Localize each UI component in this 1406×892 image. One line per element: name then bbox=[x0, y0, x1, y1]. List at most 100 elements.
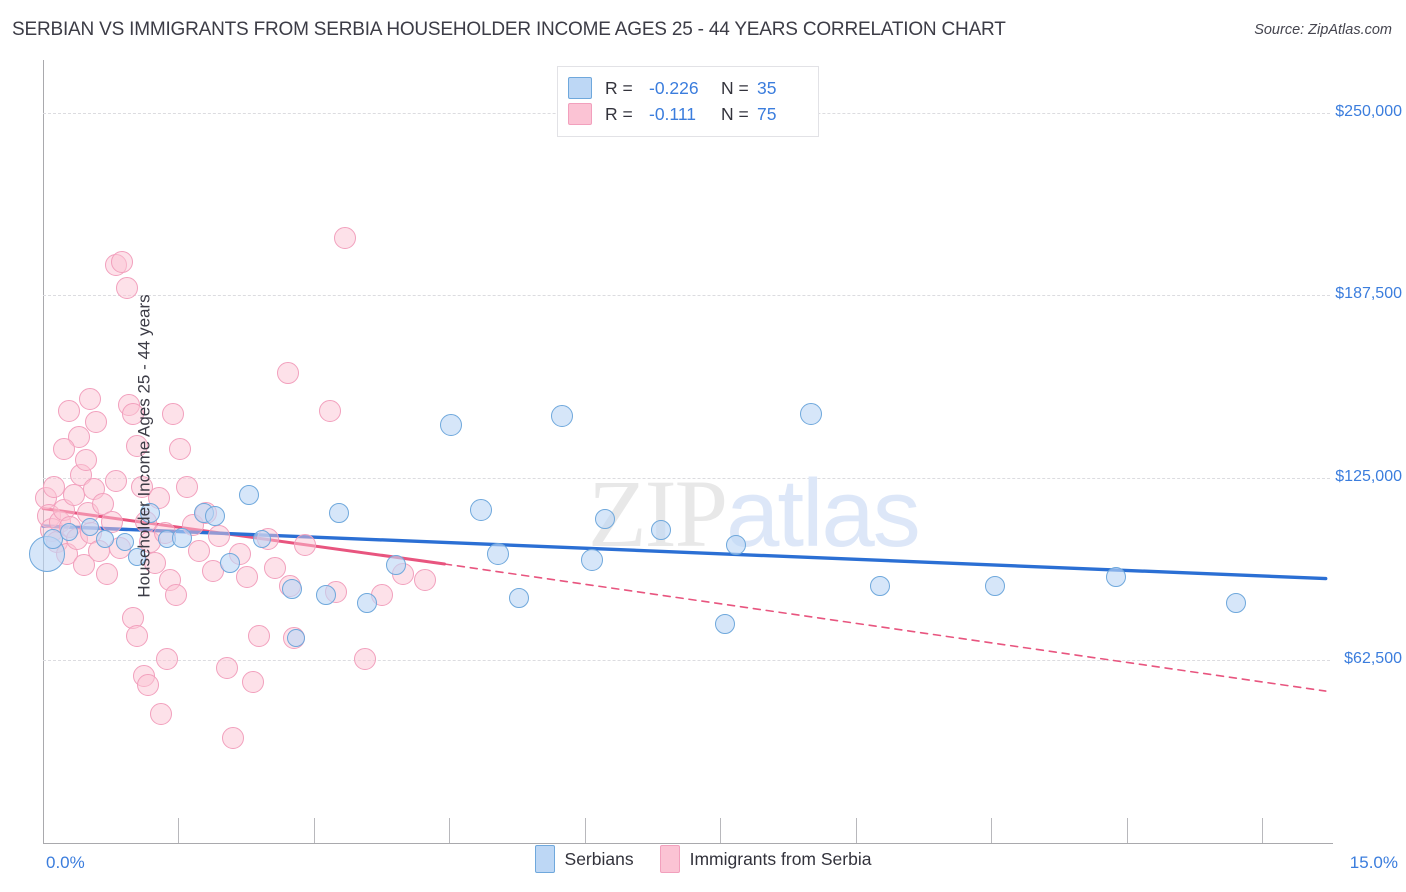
plot-area: ZIPatlas bbox=[29, 60, 1330, 843]
stats-color-swatch bbox=[568, 77, 592, 99]
scatter-point-immigrants[interactable] bbox=[150, 703, 173, 726]
scatter-point-immigrants[interactable] bbox=[126, 434, 149, 457]
scatter-point-serbians[interactable] bbox=[128, 547, 147, 566]
scatter-point-serbians[interactable] bbox=[799, 402, 822, 425]
gridline bbox=[43, 295, 1330, 297]
scatter-point-immigrants[interactable] bbox=[116, 276, 139, 299]
scatter-point-serbians[interactable] bbox=[985, 575, 1006, 596]
scatter-point-serbians[interactable] bbox=[281, 578, 302, 599]
scatter-point-serbians[interactable] bbox=[287, 629, 306, 648]
scatter-point-immigrants[interactable] bbox=[85, 411, 108, 434]
scatter-point-serbians[interactable] bbox=[171, 527, 192, 548]
scatter-point-serbians[interactable] bbox=[650, 520, 671, 541]
scatter-point-serbians[interactable] bbox=[140, 502, 161, 523]
scatter-point-immigrants[interactable] bbox=[236, 566, 259, 589]
scatter-point-immigrants[interactable] bbox=[263, 557, 286, 580]
scatter-point-serbians[interactable] bbox=[59, 522, 78, 541]
y-axis-tick-label: $62,500 bbox=[1344, 650, 1402, 668]
x-axis-tick bbox=[991, 818, 993, 843]
watermark-atlas: atlas bbox=[726, 460, 921, 567]
stats-text: R = -0.111 N = 75 bbox=[605, 104, 776, 125]
scatter-point-immigrants[interactable] bbox=[100, 510, 123, 533]
n-label: N = bbox=[721, 77, 749, 98]
stats-color-swatch bbox=[568, 103, 592, 125]
x-axis-line bbox=[43, 843, 1333, 844]
x-axis-tick bbox=[313, 818, 315, 843]
scatter-point-immigrants[interactable] bbox=[57, 399, 80, 422]
stats-row: R = -0.226 N = 35 bbox=[568, 75, 808, 101]
scatter-point-serbians[interactable] bbox=[469, 498, 492, 521]
scatter-point-serbians[interactable] bbox=[486, 542, 509, 565]
scatter-point-serbians[interactable] bbox=[329, 502, 349, 523]
scatter-point-immigrants[interactable] bbox=[176, 475, 199, 498]
scatter-point-serbians[interactable] bbox=[252, 530, 271, 549]
scatter-point-serbians[interactable] bbox=[715, 613, 736, 634]
scatter-point-serbians[interactable] bbox=[869, 575, 890, 596]
scatter-point-serbians[interactable] bbox=[115, 533, 134, 552]
r-value: -0.226 bbox=[649, 77, 699, 98]
scatter-point-immigrants[interactable] bbox=[248, 624, 271, 647]
scatter-point-serbians[interactable] bbox=[81, 518, 100, 537]
scatter-point-immigrants[interactable] bbox=[130, 475, 153, 498]
legend-color-swatch bbox=[659, 845, 680, 873]
r-label: R = bbox=[605, 77, 633, 98]
scatter-point-immigrants[interactable] bbox=[319, 399, 342, 422]
scatter-point-immigrants[interactable] bbox=[156, 647, 179, 670]
x-axis-min-label: 0.0% bbox=[46, 853, 85, 872]
x-axis-tick bbox=[720, 818, 722, 843]
scatter-point-immigrants[interactable] bbox=[293, 533, 316, 556]
scatter-point-immigrants[interactable] bbox=[74, 449, 97, 472]
scatter-point-serbians[interactable] bbox=[509, 587, 530, 608]
x-axis-tick bbox=[449, 818, 451, 843]
scatter-point-serbians[interactable] bbox=[386, 555, 407, 576]
scatter-point-immigrants[interactable] bbox=[169, 437, 192, 460]
y-axis-line bbox=[43, 60, 44, 843]
scatter-point-immigrants[interactable] bbox=[216, 656, 239, 679]
scatter-point-immigrants[interactable] bbox=[43, 475, 66, 498]
scatter-point-immigrants[interactable] bbox=[104, 469, 127, 492]
scatter-point-serbians[interactable] bbox=[1225, 593, 1246, 614]
x-axis-max-label: 15.0% bbox=[1349, 853, 1398, 872]
scatter-point-serbians[interactable] bbox=[551, 405, 574, 428]
y-axis-tick-label: $250,000 bbox=[1335, 102, 1402, 120]
scatter-point-immigrants[interactable] bbox=[188, 539, 211, 562]
correlation-stats-legend: R = -0.226 N = 35 R = -0.111 N = 75 bbox=[557, 66, 819, 137]
scatter-point-serbians[interactable] bbox=[95, 530, 114, 549]
scatter-point-serbians[interactable] bbox=[238, 485, 259, 506]
scatter-point-immigrants[interactable] bbox=[164, 583, 187, 606]
stats-row: R = -0.111 N = 75 bbox=[568, 101, 808, 127]
scatter-point-serbians[interactable] bbox=[316, 584, 337, 605]
scatter-point-immigrants[interactable] bbox=[126, 624, 149, 647]
scatter-point-serbians[interactable] bbox=[581, 548, 604, 571]
source-attribution: Source: ZipAtlas.com bbox=[1254, 22, 1392, 38]
scatter-point-immigrants[interactable] bbox=[242, 671, 265, 694]
scatter-point-immigrants[interactable] bbox=[222, 726, 245, 749]
scatter-point-serbians[interactable] bbox=[204, 505, 225, 526]
scatter-point-immigrants[interactable] bbox=[207, 525, 230, 548]
scatter-point-serbians[interactable] bbox=[220, 552, 241, 573]
scatter-point-immigrants[interactable] bbox=[334, 227, 357, 250]
legend-entry-immigrants[interactable]: Immigrants from Serbia bbox=[659, 845, 872, 873]
scatter-point-immigrants[interactable] bbox=[73, 554, 96, 577]
scatter-point-immigrants[interactable] bbox=[79, 387, 102, 410]
scatter-point-serbians[interactable] bbox=[1105, 567, 1126, 588]
scatter-point-immigrants[interactable] bbox=[136, 674, 159, 697]
scatter-point-immigrants[interactable] bbox=[276, 361, 299, 384]
scatter-point-serbians[interactable] bbox=[357, 593, 378, 614]
scatter-point-serbians[interactable] bbox=[726, 534, 747, 555]
scatter-point-serbians[interactable] bbox=[594, 508, 615, 529]
scatter-point-immigrants[interactable] bbox=[353, 647, 376, 670]
r-value: -0.111 bbox=[649, 103, 697, 124]
stats-text: R = -0.226 N = 35 bbox=[605, 78, 776, 99]
scatter-point-immigrants[interactable] bbox=[201, 560, 224, 583]
scatter-point-immigrants[interactable] bbox=[122, 402, 145, 425]
scatter-point-immigrants[interactable] bbox=[162, 402, 185, 425]
legend-label: Immigrants from Serbia bbox=[689, 848, 872, 869]
scatter-point-immigrants[interactable] bbox=[413, 569, 436, 592]
scatter-point-serbians[interactable] bbox=[439, 414, 462, 437]
scatter-point-immigrants[interactable] bbox=[110, 250, 133, 273]
scatter-point-immigrants[interactable] bbox=[96, 563, 119, 586]
x-axis-tick bbox=[855, 818, 857, 843]
scatter-point-immigrants[interactable] bbox=[53, 437, 76, 460]
legend-entry-serbians[interactable]: Serbians bbox=[534, 845, 634, 873]
